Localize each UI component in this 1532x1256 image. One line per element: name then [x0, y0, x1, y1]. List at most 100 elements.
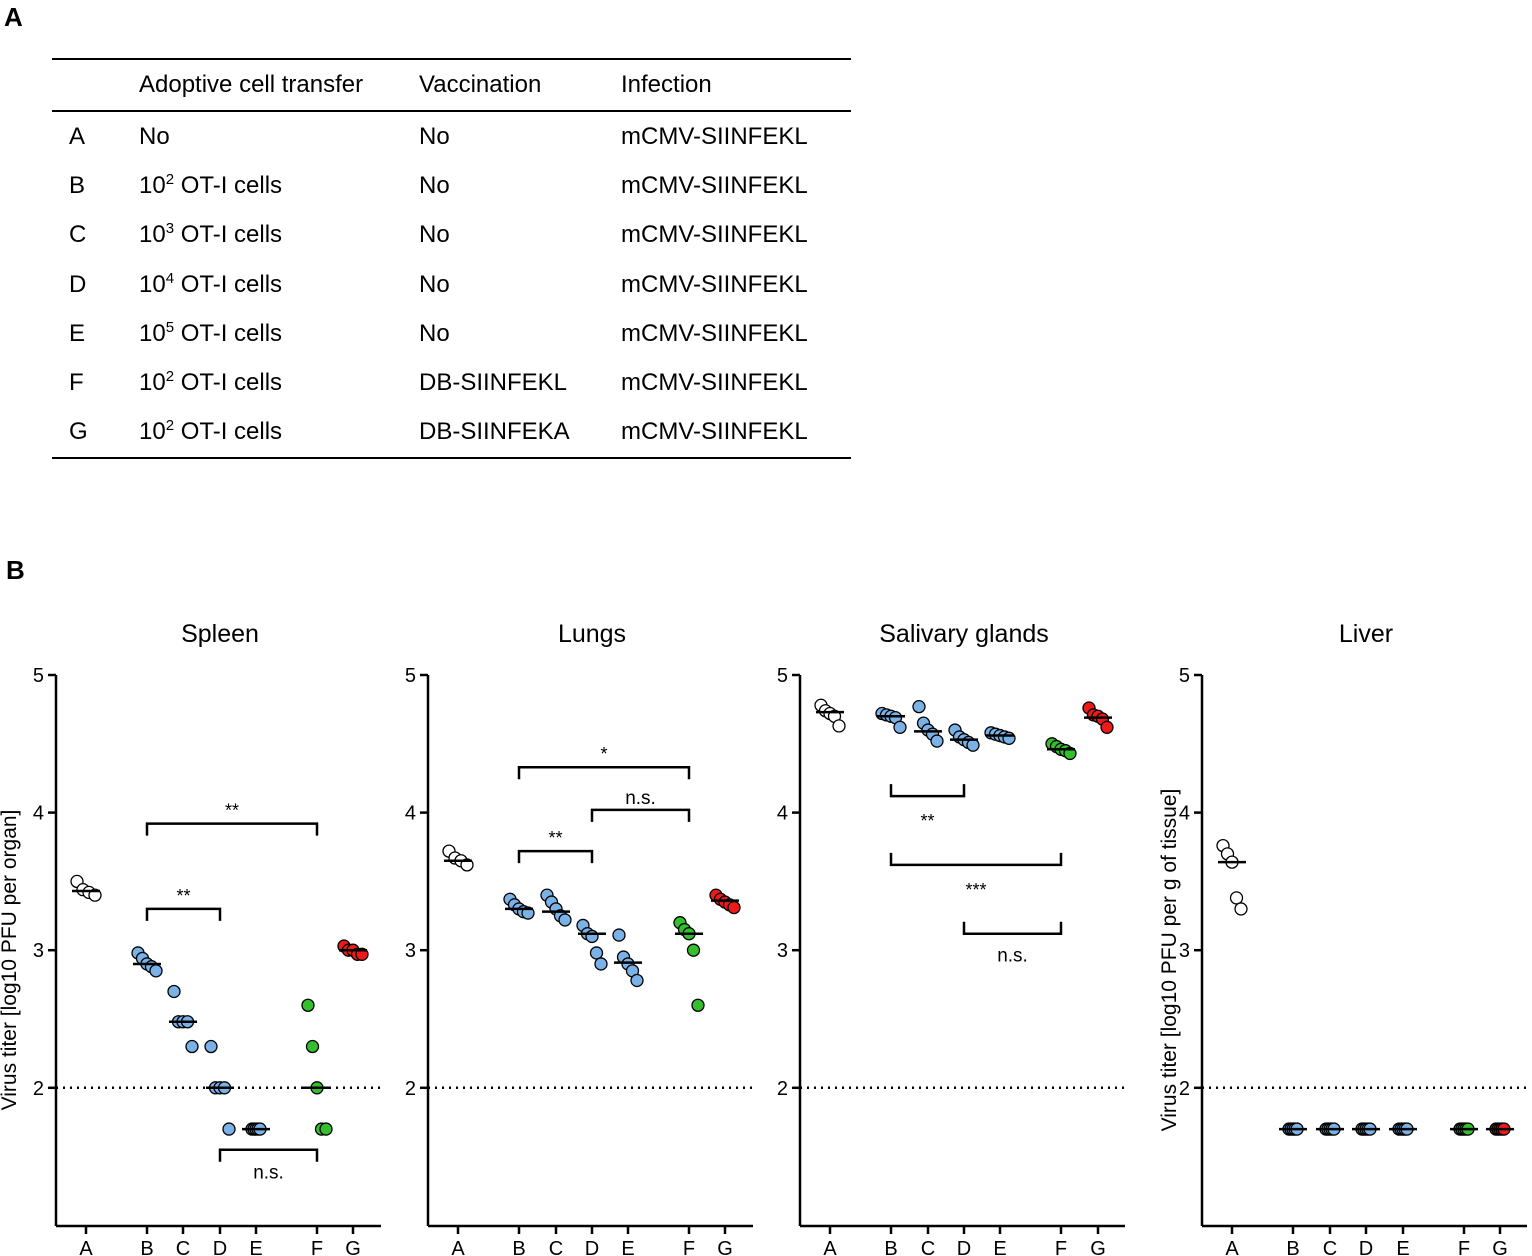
data-point — [167, 984, 181, 999]
significance-bracket — [590, 808, 691, 822]
data-point — [305, 1039, 320, 1054]
table-cell: 102 OT-I cells — [139, 407, 419, 460]
y-tick-label: 5 — [33, 665, 44, 687]
table-cell: B — [52, 161, 139, 210]
table-header — [52, 58, 139, 112]
table-cell: No — [419, 309, 621, 358]
vaccination-value: DB-SIINFEKA — [419, 418, 570, 446]
group-label: F — [69, 369, 84, 397]
y-tick-label: 2 — [33, 1078, 44, 1100]
table-cell: No — [139, 111, 419, 161]
y-tick-label: 3 — [33, 940, 44, 962]
x-tick-label: F — [683, 1238, 695, 1256]
data-point — [727, 900, 741, 915]
table-cell: C — [52, 211, 139, 260]
transfer-exponent: 2 — [165, 417, 175, 435]
chart-title: Salivary glands — [879, 620, 1049, 648]
table-row: A No No mCMV-SIINFEKL — [52, 111, 851, 161]
x-tick-label: B — [884, 1238, 897, 1256]
x-tick-label: F — [1055, 1238, 1067, 1256]
y-tick-label: 2 — [405, 1078, 416, 1100]
table-cell: mCMV-SIINFEKL — [621, 211, 851, 260]
infection-value: mCMV-SIINFEKL — [621, 418, 808, 446]
data-point — [930, 734, 944, 748]
y-tick-label: 5 — [777, 665, 788, 687]
data-point — [912, 699, 926, 714]
table-cell: mCMV-SIINFEKL — [621, 358, 851, 407]
x-tick-label: F — [311, 1238, 323, 1256]
table-cell: mCMV-SIINFEKL — [621, 161, 851, 210]
table-cell: D — [52, 260, 139, 309]
x-tick-label: E — [621, 1238, 634, 1256]
table-cell: A — [52, 111, 139, 161]
x-tick-label: B — [512, 1238, 525, 1256]
table-cell: 104 OT-I cells — [139, 260, 419, 309]
table-cell: 102 OT-I cells — [139, 358, 419, 407]
table-row: C 103 OT-I cells No mCMV-SIINFEKL — [52, 211, 851, 260]
table-cell: E — [52, 309, 139, 358]
table-row: B 102 OT-I cells No mCMV-SIINFEKL — [52, 161, 851, 210]
significance-label: ** — [920, 811, 934, 831]
data-point — [185, 1039, 199, 1054]
y-tick-label: 2 — [777, 1078, 788, 1100]
infection-value: mCMV-SIINFEKL — [621, 369, 808, 397]
significance-label: ** — [225, 801, 239, 821]
x-tick-label: D — [213, 1238, 227, 1256]
chart-panel-liver: Liver 2 3 4 5 A B C D E F G Virus titer [log10 PFU p… — [1158, 620, 1530, 1256]
table-cell: mCMV-SIINFEKL — [621, 407, 851, 460]
x-tick-label: C — [549, 1238, 563, 1256]
x-tick-label: D — [585, 1238, 599, 1256]
chart-title: Lungs — [558, 620, 626, 648]
infection-value: mCMV-SIINFEKL — [621, 319, 808, 347]
y-tick-label: 3 — [405, 940, 416, 962]
vaccination-value: No — [419, 319, 450, 347]
data-point — [1002, 731, 1016, 745]
table-header-row: Adoptive cell transfer Vaccination Infec… — [52, 58, 851, 112]
transfer-unit: OT-I cells — [174, 221, 283, 249]
group-label: C — [69, 221, 87, 249]
x-tick-label: E — [1396, 1238, 1409, 1256]
infection-value: mCMV-SIINFEKL — [621, 122, 808, 150]
significance-label: n.s. — [997, 946, 1028, 967]
data-point — [612, 928, 626, 942]
x-tick-label: A — [79, 1238, 93, 1256]
x-tick-label: B — [1286, 1238, 1299, 1256]
y-axis-label: Virus titer [log10 PFU per g of tissue] — [1158, 789, 1181, 1132]
group-label: D — [69, 270, 87, 298]
x-tick-label: G — [1090, 1238, 1106, 1256]
x-tick-label: C — [921, 1238, 935, 1256]
significance-label: n.s. — [253, 1163, 284, 1184]
table-cell: No — [419, 111, 621, 161]
table-body: A No No mCMV-SIINFEKL B 102 OT-I cells No mCMV-… — [52, 111, 851, 460]
transfer-unit: OT-I cells — [174, 418, 283, 446]
table-cell: 105 OT-I cells — [139, 309, 419, 358]
transfer-exponent: 4 — [165, 269, 175, 287]
transfer-value: 10 — [139, 369, 166, 397]
transfer-value: 10 — [139, 418, 166, 446]
data-point — [585, 929, 599, 944]
y-tick-label: 3 — [777, 940, 788, 962]
x-tick-label: A — [451, 1238, 465, 1256]
transfer-exponent: 2 — [165, 170, 175, 188]
y-tick-label: 4 — [33, 803, 44, 825]
significance-bracket — [145, 822, 319, 836]
x-tick-label: G — [717, 1238, 733, 1256]
significance-label: *** — [965, 880, 986, 900]
x-tick-label: C — [1323, 1238, 1337, 1256]
data-point — [691, 998, 705, 1012]
y-tick-label: 4 — [1179, 803, 1190, 825]
chart-panel-lungs: Lungs 2 3 4 5 A B C D E F G * n.s. ** — [405, 620, 756, 1256]
vaccination-value: No — [419, 270, 450, 298]
x-tick-label: A — [1225, 1238, 1239, 1256]
transfer-exponent: 5 — [165, 318, 175, 336]
data-point — [966, 738, 980, 752]
table-row: E 105 OT-I cells No mCMV-SIINFEKL — [52, 309, 851, 358]
experimental-design-table: Adoptive cell transfer Vaccination Infec… — [52, 58, 851, 460]
vaccination-value: No — [419, 171, 450, 199]
infection-value: mCMV-SIINFEKL — [621, 221, 808, 249]
y-tick-label: 3 — [1179, 940, 1190, 962]
x-tick-label: D — [1359, 1238, 1373, 1256]
transfer-value: 10 — [139, 171, 166, 199]
vaccination-value: DB-SIINFEKL — [419, 369, 568, 397]
